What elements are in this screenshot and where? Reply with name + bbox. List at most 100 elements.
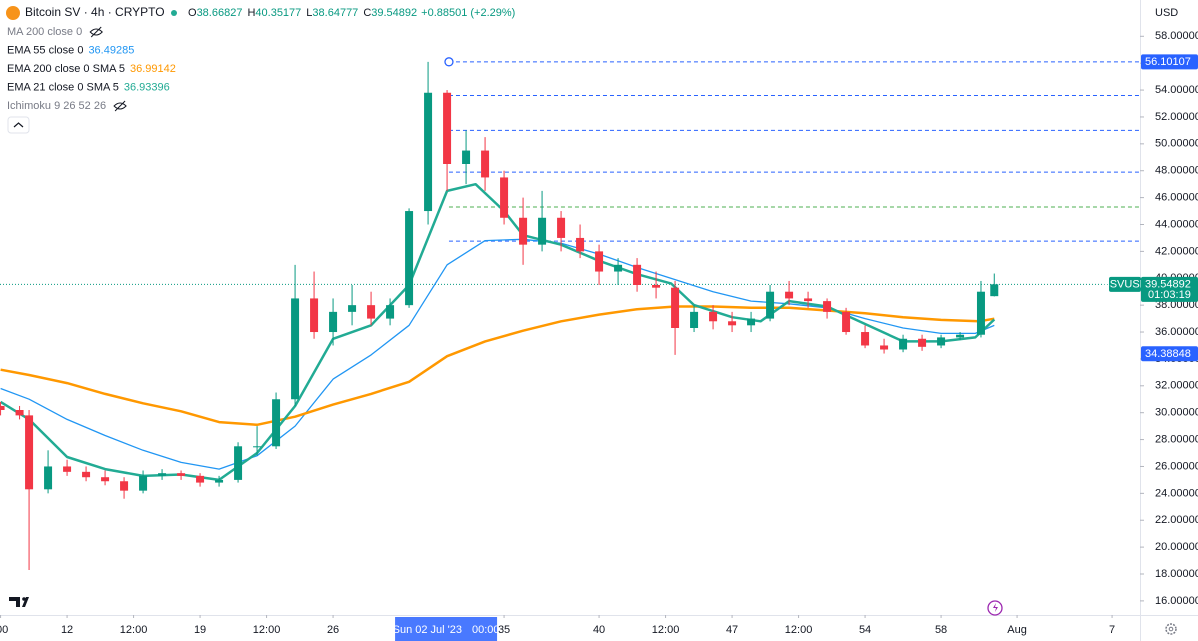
x-tick-label: 47 (726, 624, 738, 636)
collapse-icon (13, 122, 24, 128)
indicator-value: 36.93396 (124, 81, 170, 93)
x-tick-label: 12 (61, 624, 73, 636)
candle-body (538, 217, 547, 245)
crosshair-time-label: Sun 02 Jul '23 00:00 (393, 624, 500, 636)
candle-body (424, 92, 433, 212)
current-symbol: BSVUSD (1102, 279, 1147, 291)
axes: 58.0000056.0000054.0000052.0000050.00000… (0, 7, 1198, 641)
ohlc-value: 38.64777 (312, 7, 358, 19)
candle-body (633, 264, 642, 285)
x-tick-label: 7 (1109, 624, 1115, 636)
y-tick-label: 44.00000 (1155, 218, 1198, 230)
collapse-button[interactable] (7, 116, 30, 134)
candle-body (899, 338, 908, 350)
indicator-line (0, 182, 996, 482)
y-tick-label: 24.00000 (1155, 487, 1198, 499)
x-tick-label: 58 (935, 624, 947, 636)
candle-body (595, 251, 604, 272)
candle-body (652, 284, 661, 288)
price-label: 56.10107 (1145, 56, 1191, 68)
settings-icon[interactable] (1165, 623, 1177, 635)
candle-body (348, 305, 357, 312)
alert-icon[interactable] (987, 600, 1003, 616)
candle-body (956, 334, 965, 338)
y-tick-label: 28.00000 (1155, 433, 1198, 445)
candle-body (443, 92, 452, 164)
indicator-legend: MA 200 close 0 (7, 26, 82, 38)
candle-body (481, 150, 490, 178)
x-tick-label: 12:00 (253, 624, 281, 636)
candle-body (101, 477, 110, 482)
y-tick-label: 26.00000 (1155, 460, 1198, 472)
currency[interactable]: USD (1155, 7, 1178, 19)
y-tick-label: 20.00000 (1155, 541, 1198, 553)
x-tick-label: 19 (194, 624, 206, 636)
candle-body (861, 332, 870, 346)
current-countdown: 01:03:19 (1148, 289, 1191, 301)
crosshair-hour: 00:00 (472, 624, 500, 636)
y-tick-label: 22.00000 (1155, 514, 1198, 526)
candle-body (976, 291, 985, 335)
candle-body (747, 318, 756, 326)
candle-body (44, 466, 53, 490)
indicator-name: EMA 55 close 0 (7, 44, 83, 56)
level-anchor[interactable] (444, 57, 454, 67)
x-tick-label: 26 (327, 624, 339, 636)
candle-body (614, 264, 623, 272)
price-label-box (1141, 54, 1198, 70)
indicator-name: MA 200 close 0 (7, 26, 82, 38)
x-tick-label: 35 (498, 624, 510, 636)
candle-body (990, 284, 999, 297)
y-tick-label: 38.00000 (1155, 299, 1198, 311)
y-tick-label: 36.00000 (1155, 326, 1198, 338)
tradingview-logo (9, 597, 29, 607)
candle-body (709, 311, 718, 322)
candle-body (804, 298, 813, 302)
candle-body (158, 473, 167, 476)
x-tick-label: Aug (1007, 624, 1027, 636)
candle-body (25, 415, 34, 490)
x-tick-label: 40 (593, 624, 605, 636)
indicator-name: EMA 21 close 0 SMA 5 (7, 81, 119, 93)
y-tick-label: 16.00000 (1155, 595, 1198, 607)
candle-body (557, 217, 566, 238)
crosshair-time-box (395, 617, 498, 641)
candle-body (0, 405, 5, 410)
ohlc-key: H (247, 7, 255, 19)
y-tick-label: 42.00000 (1155, 245, 1198, 257)
indicator-legend: EMA 21 close 0 SMA 5 36.93396 (7, 81, 170, 93)
indicator-legend: EMA 200 close 0 SMA 5 36.99142 (7, 63, 176, 75)
candle-body (405, 211, 414, 306)
candle-body (880, 345, 889, 350)
current-symbol-box (1109, 276, 1141, 292)
ohlc-key: O (188, 7, 197, 19)
plot-area (0, 57, 1140, 570)
symbol-icon (6, 6, 20, 20)
legend: Bitcoin SV · 4h · CRYPTO O38.66827 H40.351… (6, 5, 515, 134)
x-tick-label: 12:00 (652, 624, 680, 636)
ohlc-value: 38.66827 (197, 7, 243, 19)
candle-body (386, 305, 395, 319)
candle-body (918, 338, 927, 347)
ohlc-key: C (363, 7, 371, 19)
y-tick-label: 32.00000 (1155, 380, 1198, 392)
y-tick-label: 18.00000 (1155, 568, 1198, 580)
candle-body (215, 479, 224, 483)
x-tick-label: :00 (0, 624, 8, 636)
crosshair-date: Sun 02 Jul '23 (393, 624, 462, 636)
candle-body (823, 301, 832, 312)
candle-body (842, 311, 851, 333)
indicator-name: Ichimoku 9 26 52 26 (7, 100, 106, 112)
y-tick-label: 46.00000 (1155, 192, 1198, 204)
change: +0.88501 (+2.29%) (421, 7, 515, 19)
candle-body (519, 217, 528, 245)
candle-body (329, 311, 338, 333)
candle-body (139, 475, 148, 491)
hidden-eye-icon[interactable] (113, 100, 127, 112)
x-tick-label: 54 (859, 624, 871, 636)
current-price: 39.54892 (1145, 279, 1191, 291)
hidden-eye-icon[interactable] (89, 26, 103, 38)
candle-body (253, 446, 262, 448)
